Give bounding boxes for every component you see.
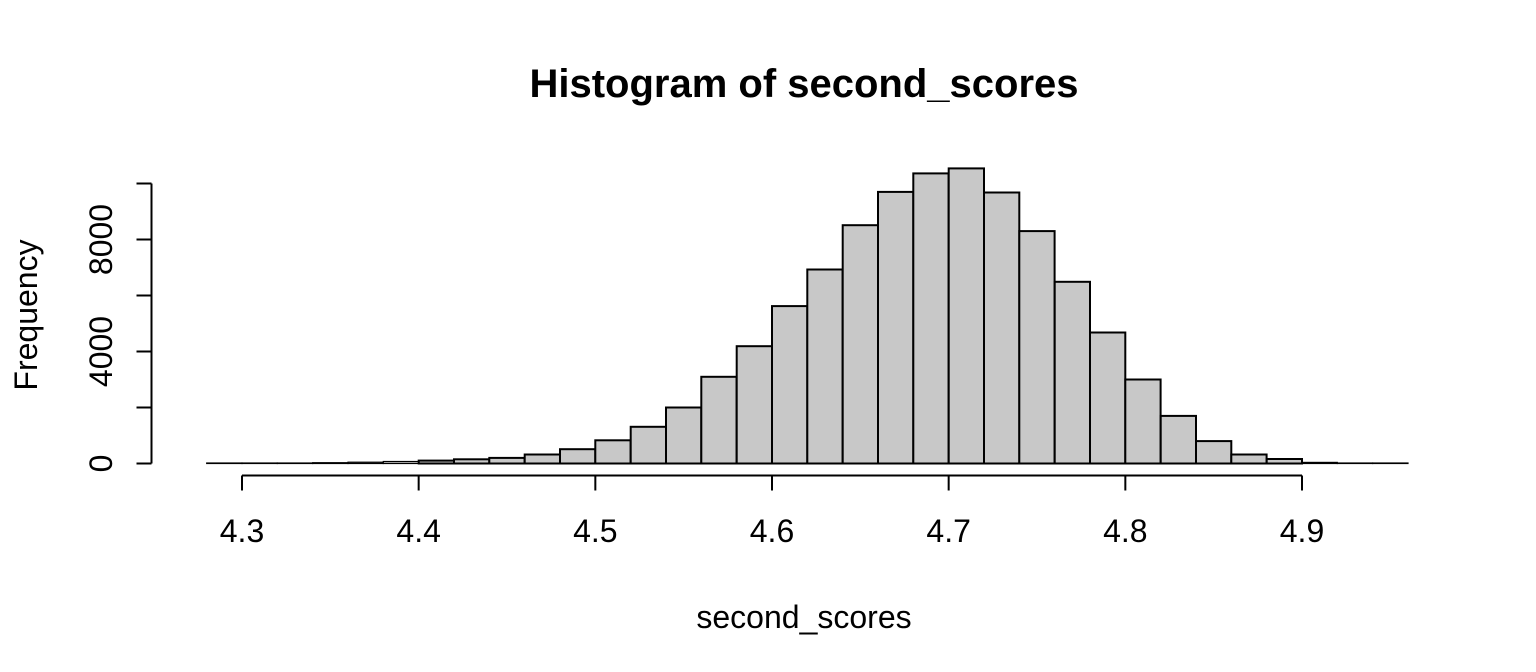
- histogram-bar: [665, 406, 703, 465]
- x-tick-label: 4.3: [220, 513, 264, 549]
- histogram-bar: [1336, 462, 1374, 465]
- histogram-bar: [594, 439, 632, 465]
- histogram-bar: [877, 190, 915, 465]
- histogram-bar: [700, 375, 738, 465]
- histogram-bar: [488, 456, 526, 465]
- histogram-bar: [1089, 331, 1127, 465]
- bars-group: [206, 167, 1409, 465]
- histogram-bar: [1372, 462, 1409, 465]
- x-axis: 4.3 4.4 4.5 4.6 4.7 4.8 4.9: [220, 474, 1324, 549]
- histogram-bar: [1230, 453, 1268, 465]
- histogram-bar: [1018, 230, 1056, 465]
- histogram-bar: [523, 453, 562, 465]
- histogram-bar: [912, 172, 950, 465]
- histogram-bar: [1301, 461, 1338, 465]
- histogram-bar: [1265, 458, 1303, 465]
- y-axis: 0 4000 8000: [83, 182, 153, 473]
- x-tick-label: 4.6: [750, 513, 794, 549]
- histogram-bar: [771, 305, 809, 465]
- chart-title: Histogram of second_scores: [529, 62, 1078, 106]
- y-tick-label: 4000: [83, 316, 119, 387]
- x-tick-label: 4.4: [396, 513, 440, 549]
- histogram-bar: [241, 462, 278, 465]
- histogram-bar: [417, 459, 456, 465]
- histogram-bar: [206, 462, 243, 465]
- histogram-bar: [1124, 378, 1162, 465]
- histogram-bar: [841, 224, 880, 465]
- y-axis-title: Frequency: [8, 239, 44, 390]
- x-tick-label: 4.5: [573, 513, 617, 549]
- x-tick-label: 4.7: [926, 513, 970, 549]
- x-tick-label: 4.8: [1103, 513, 1147, 549]
- histogram-bar: [382, 460, 420, 465]
- histogram-bar: [312, 462, 349, 465]
- y-tick-label: 0: [83, 455, 119, 473]
- histogram-bar: [806, 268, 844, 465]
- histogram-bar: [947, 167, 986, 465]
- histogram-bar: [347, 461, 384, 465]
- histogram-bar: [735, 345, 774, 465]
- histogram-bar: [453, 458, 491, 465]
- histogram-bar: [1195, 440, 1233, 465]
- histogram-bar: [276, 462, 314, 465]
- histogram-bar: [983, 191, 1021, 465]
- x-axis-title: second_scores: [696, 599, 911, 635]
- histogram-bar: [1159, 414, 1197, 465]
- histogram-bar: [629, 425, 668, 465]
- histogram-bar: [559, 448, 597, 465]
- y-tick-label: 8000: [83, 204, 119, 275]
- histogram-bar: [1053, 280, 1091, 465]
- x-tick-label: 4.9: [1280, 513, 1324, 549]
